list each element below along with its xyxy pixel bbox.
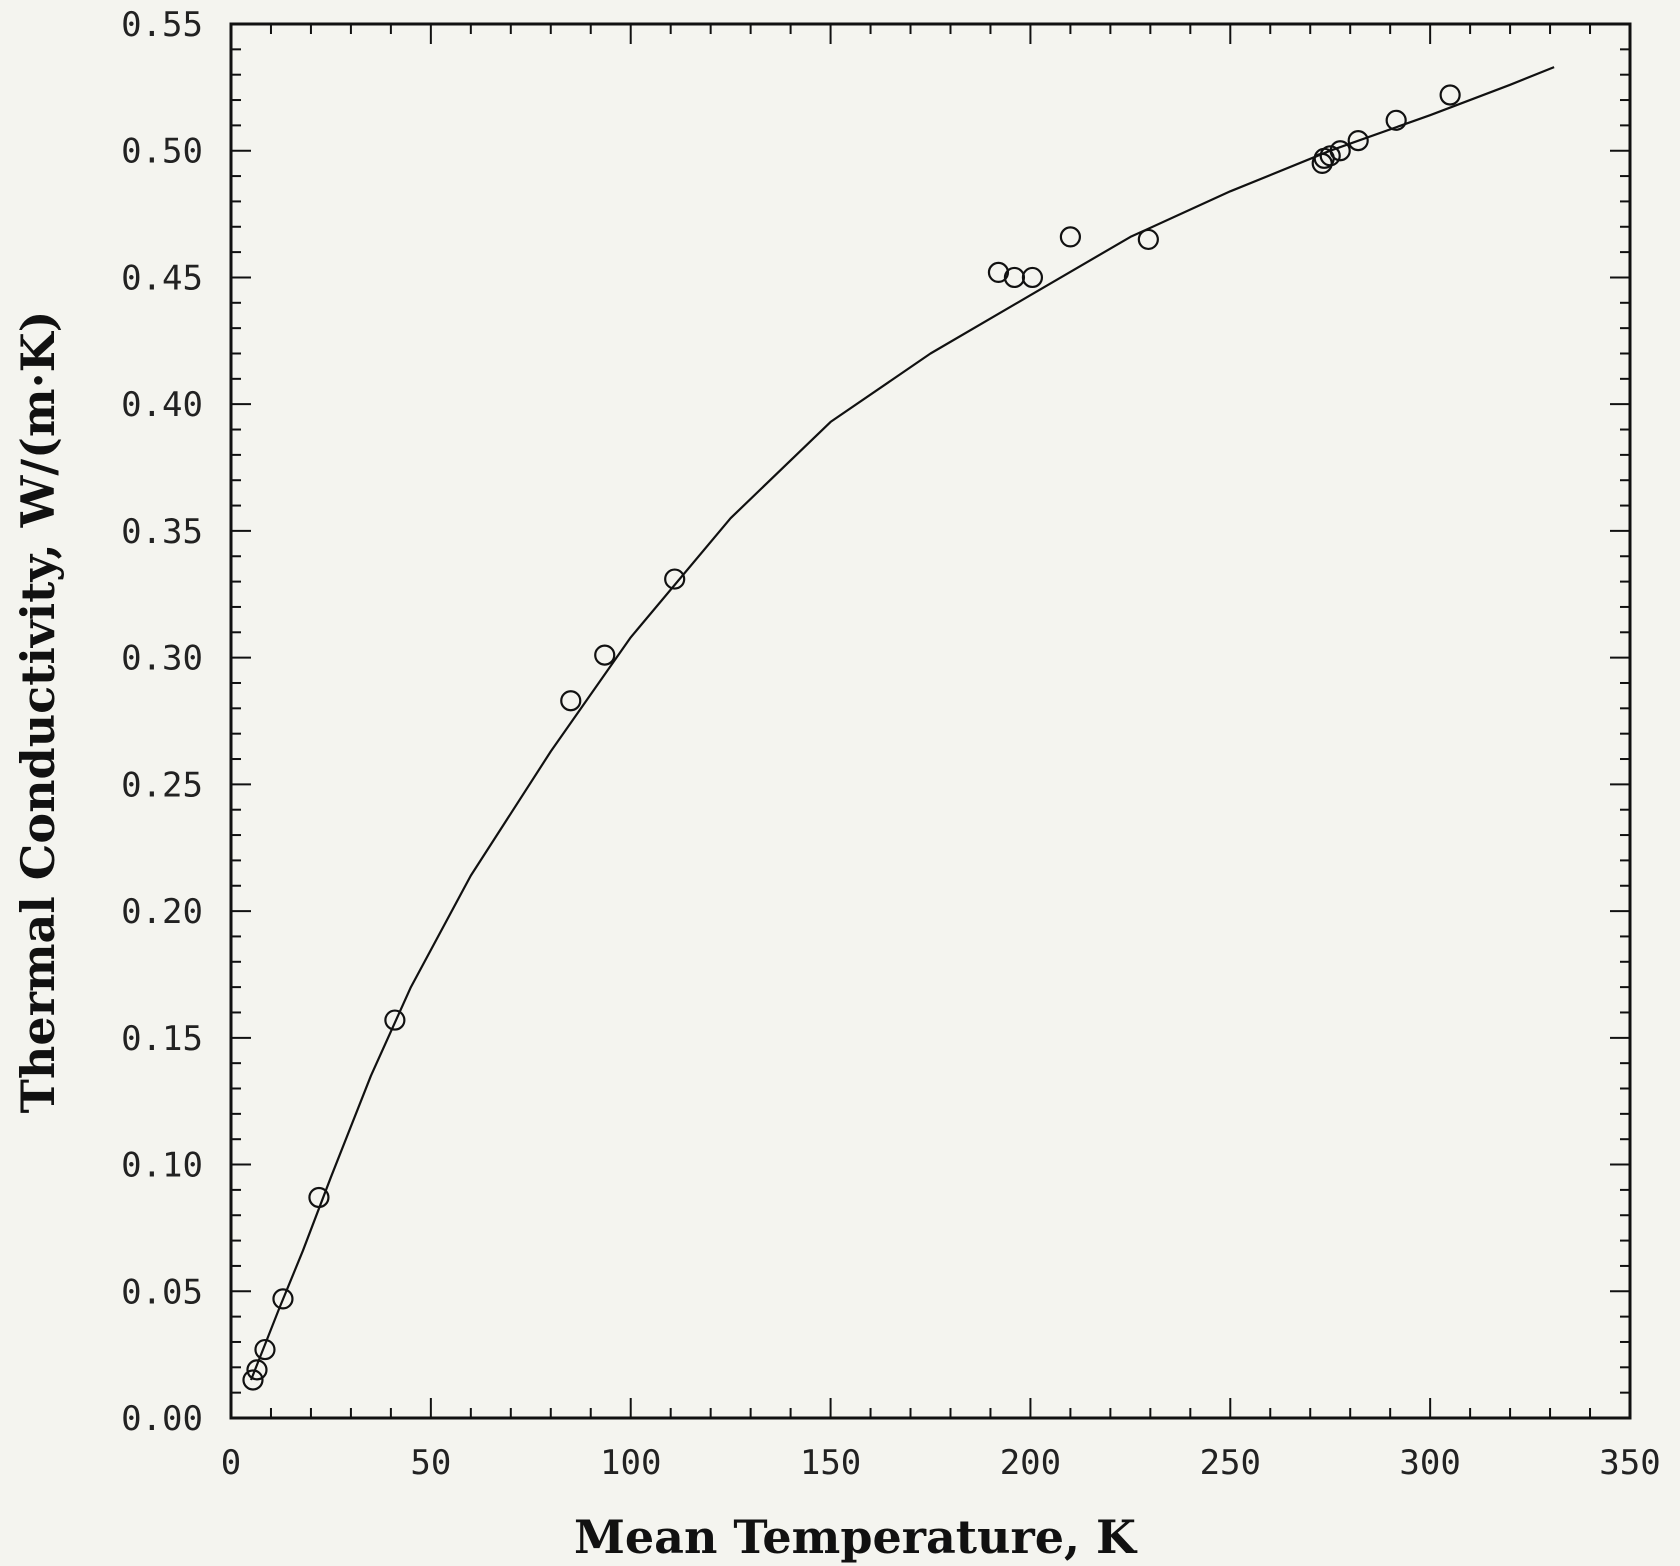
x-tick-label: 50: [410, 1443, 451, 1483]
y-tick-label: 0.55: [121, 5, 203, 45]
x-tick-label: 200: [1000, 1443, 1061, 1483]
x-tick-label: 300: [1399, 1443, 1460, 1483]
y-tick-label: 0.35: [121, 512, 203, 552]
x-tick-label: 150: [800, 1443, 861, 1483]
x-tick-label: 250: [1200, 1443, 1261, 1483]
x-axis-title: Mean Temperature, K: [574, 1510, 1138, 1564]
y-tick-label: 0.00: [121, 1399, 203, 1439]
y-tick-label: 0.20: [121, 892, 203, 932]
y-tick-label: 0.25: [121, 765, 203, 805]
y-axis-title: Thermal Conductivity, W/(m·K): [11, 311, 65, 1114]
x-tick-label: 0: [221, 1443, 241, 1483]
x-tick-label: 100: [600, 1443, 661, 1483]
y-tick-label: 0.15: [121, 1019, 203, 1059]
y-tick-label: 0.30: [121, 639, 203, 679]
y-tick-label: 0.45: [121, 258, 203, 298]
y-tick-label: 0.05: [121, 1272, 203, 1312]
y-tick-label: 0.50: [121, 132, 203, 172]
x-tick-label: 350: [1599, 1443, 1660, 1483]
y-tick-label: 0.10: [121, 1146, 203, 1186]
y-tick-label: 0.40: [121, 385, 203, 425]
